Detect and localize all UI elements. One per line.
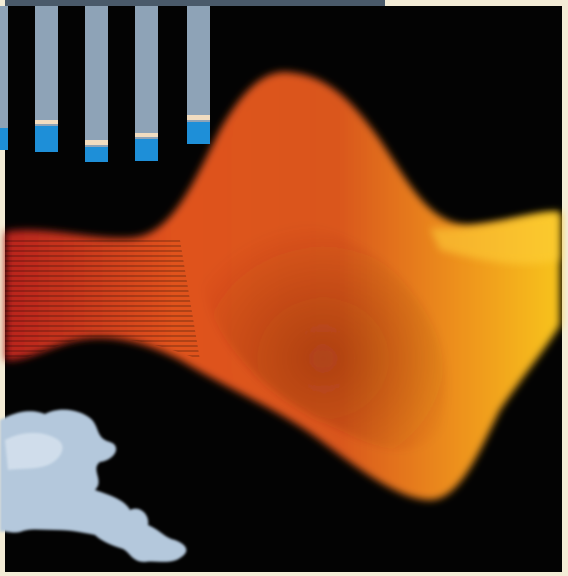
bar: [85, 6, 108, 162]
wave: [5, 72, 560, 500]
bar-fill: [187, 122, 210, 144]
cloud-highlight: [5, 432, 63, 470]
bar-fill: [0, 128, 8, 150]
bar-marker: [187, 115, 210, 120]
bar: [135, 6, 158, 161]
bar-marker: [35, 120, 58, 124]
bar-fill: [135, 139, 158, 161]
bar: [0, 6, 8, 150]
bar: [35, 6, 58, 152]
bar: [187, 6, 210, 144]
bar-marker: [85, 140, 108, 145]
wave-shade: [200, 222, 447, 450]
wave-lines: [5, 240, 200, 361]
bar-marker: [135, 133, 158, 137]
top-strip: [5, 0, 385, 6]
bars: [0, 6, 210, 162]
wave-highlight: [430, 213, 560, 265]
bar-fill: [35, 126, 58, 152]
bar-fill: [85, 147, 108, 162]
